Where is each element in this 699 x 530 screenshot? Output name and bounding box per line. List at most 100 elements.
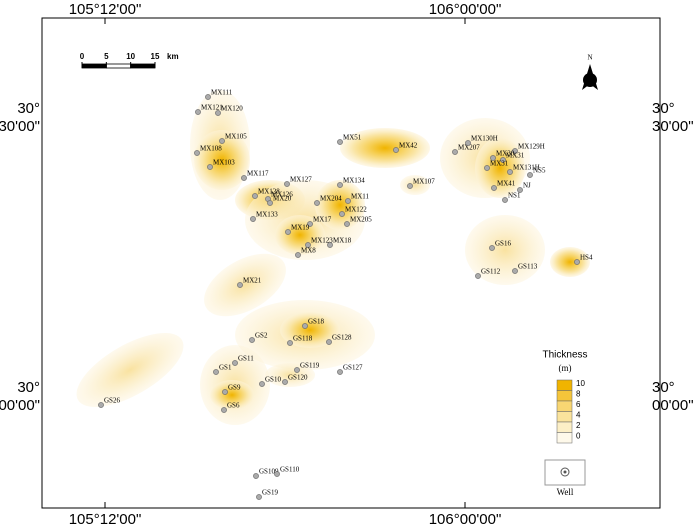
well-label: MX128 — [258, 188, 280, 196]
well-label: MX11 — [351, 193, 370, 201]
well-label: GS9 — [228, 384, 241, 392]
north-arrow: N — [582, 54, 598, 90]
legend-unit: (m) — [559, 363, 572, 373]
well-marker — [256, 494, 262, 500]
well-legend-label: Well — [557, 487, 574, 497]
well-label: GS112 — [481, 268, 501, 276]
well-marker — [500, 157, 506, 163]
well-label: GS113 — [518, 263, 538, 271]
well-label: GS16 — [495, 240, 511, 248]
well-label: MX120 — [221, 105, 243, 113]
well-marker — [339, 211, 345, 217]
thickness-contours — [76, 90, 590, 425]
well-label: GS110 — [280, 466, 300, 474]
well-label: MX134 — [343, 177, 365, 185]
legend-swatch — [556, 421, 573, 433]
well-marker — [302, 323, 308, 329]
well-marker — [221, 407, 227, 413]
well-marker — [294, 367, 300, 373]
well-label: HS4 — [580, 254, 593, 262]
well-marker — [326, 339, 332, 345]
well-marker — [452, 149, 458, 155]
lat-label-right: 30° — [652, 379, 675, 396]
well-marker — [337, 182, 343, 188]
well-label: MX20 — [273, 195, 292, 203]
well-marker — [219, 138, 225, 144]
scale-unit: km — [167, 52, 179, 61]
well-marker — [253, 473, 259, 479]
well-marker — [232, 360, 238, 366]
well-marker — [287, 340, 293, 346]
well-label: MX31 — [506, 152, 525, 160]
well-label: GS11 — [238, 355, 254, 363]
legend-level-label: 6 — [576, 400, 581, 409]
well-marker — [284, 181, 290, 187]
well-label: MX122 — [345, 206, 367, 214]
legend-swatch — [556, 390, 573, 402]
well-label: MX129H — [518, 143, 545, 151]
well-marker — [489, 245, 495, 251]
legend-level-label: 0 — [576, 432, 581, 441]
well-label: MX21 — [243, 277, 262, 285]
well-label: NJ — [523, 182, 531, 190]
well-label: NS5 — [533, 167, 546, 175]
well-label: GS127 — [343, 364, 363, 372]
well-label: GS1 — [219, 364, 232, 372]
well-marker — [194, 150, 200, 156]
well-marker — [241, 175, 247, 181]
well-marker — [274, 471, 280, 477]
well-label: GS109 — [259, 468, 279, 476]
well-label: GS120 — [288, 374, 308, 382]
scale-label: 10 — [126, 52, 135, 61]
lat-label-left: 00'00" — [0, 397, 40, 414]
well-marker — [267, 200, 273, 206]
well-marker — [282, 379, 288, 385]
legend-level-label: 2 — [576, 421, 581, 430]
lon-label-bottom: 105°12'00" — [69, 511, 142, 528]
well-label: MX117 — [247, 170, 269, 178]
well-label: GS119 — [300, 362, 320, 370]
lon-label-top: 106°00'00" — [429, 1, 502, 18]
well-marker — [507, 169, 513, 175]
well-label: MX51 — [343, 134, 362, 142]
scale-segment — [105, 63, 132, 69]
well-marker — [307, 221, 313, 227]
well-label: GS6 — [227, 402, 240, 410]
well-label: MX126 — [271, 191, 293, 199]
well-label: MX31 — [490, 160, 509, 168]
legend-swatch — [556, 400, 573, 412]
well-marker — [98, 402, 104, 408]
well-label: GS18 — [308, 318, 324, 326]
lat-label-right: 30° — [652, 100, 675, 117]
well-marker — [295, 252, 301, 258]
scale-segment — [130, 63, 156, 69]
well-label: MX207 — [458, 144, 480, 152]
well-label: GS26 — [104, 397, 120, 405]
well-marker — [502, 197, 508, 203]
well-label: GS19 — [262, 489, 278, 497]
well-label: MX18 — [333, 237, 352, 245]
north-label: N — [587, 54, 592, 62]
well-marker — [222, 389, 228, 395]
lat-label-left: 30'00" — [0, 118, 40, 135]
well-marker — [517, 187, 523, 193]
well-label: MX130H — [471, 135, 498, 143]
well-marker — [574, 259, 580, 265]
scale-label: 15 — [151, 52, 160, 61]
lat-label-left: 30° — [17, 100, 40, 117]
well-label: MX30 — [496, 150, 515, 158]
well-label: MX19 — [291, 224, 310, 232]
well-label: MX121 — [201, 104, 223, 112]
lon-label-bottom: 106°00'00" — [429, 511, 502, 528]
well-marker — [195, 109, 201, 115]
well-label: MX133 — [256, 211, 278, 219]
legend-level-label: 4 — [576, 411, 581, 420]
well-label: MX131H — [513, 164, 540, 172]
well-label: GS128 — [332, 334, 352, 342]
well-marker — [491, 185, 497, 191]
lat-label-right: 00'00" — [652, 397, 694, 414]
well-label: GS10 — [265, 376, 281, 384]
map-frame — [41, 17, 661, 509]
well-marker — [490, 155, 496, 161]
